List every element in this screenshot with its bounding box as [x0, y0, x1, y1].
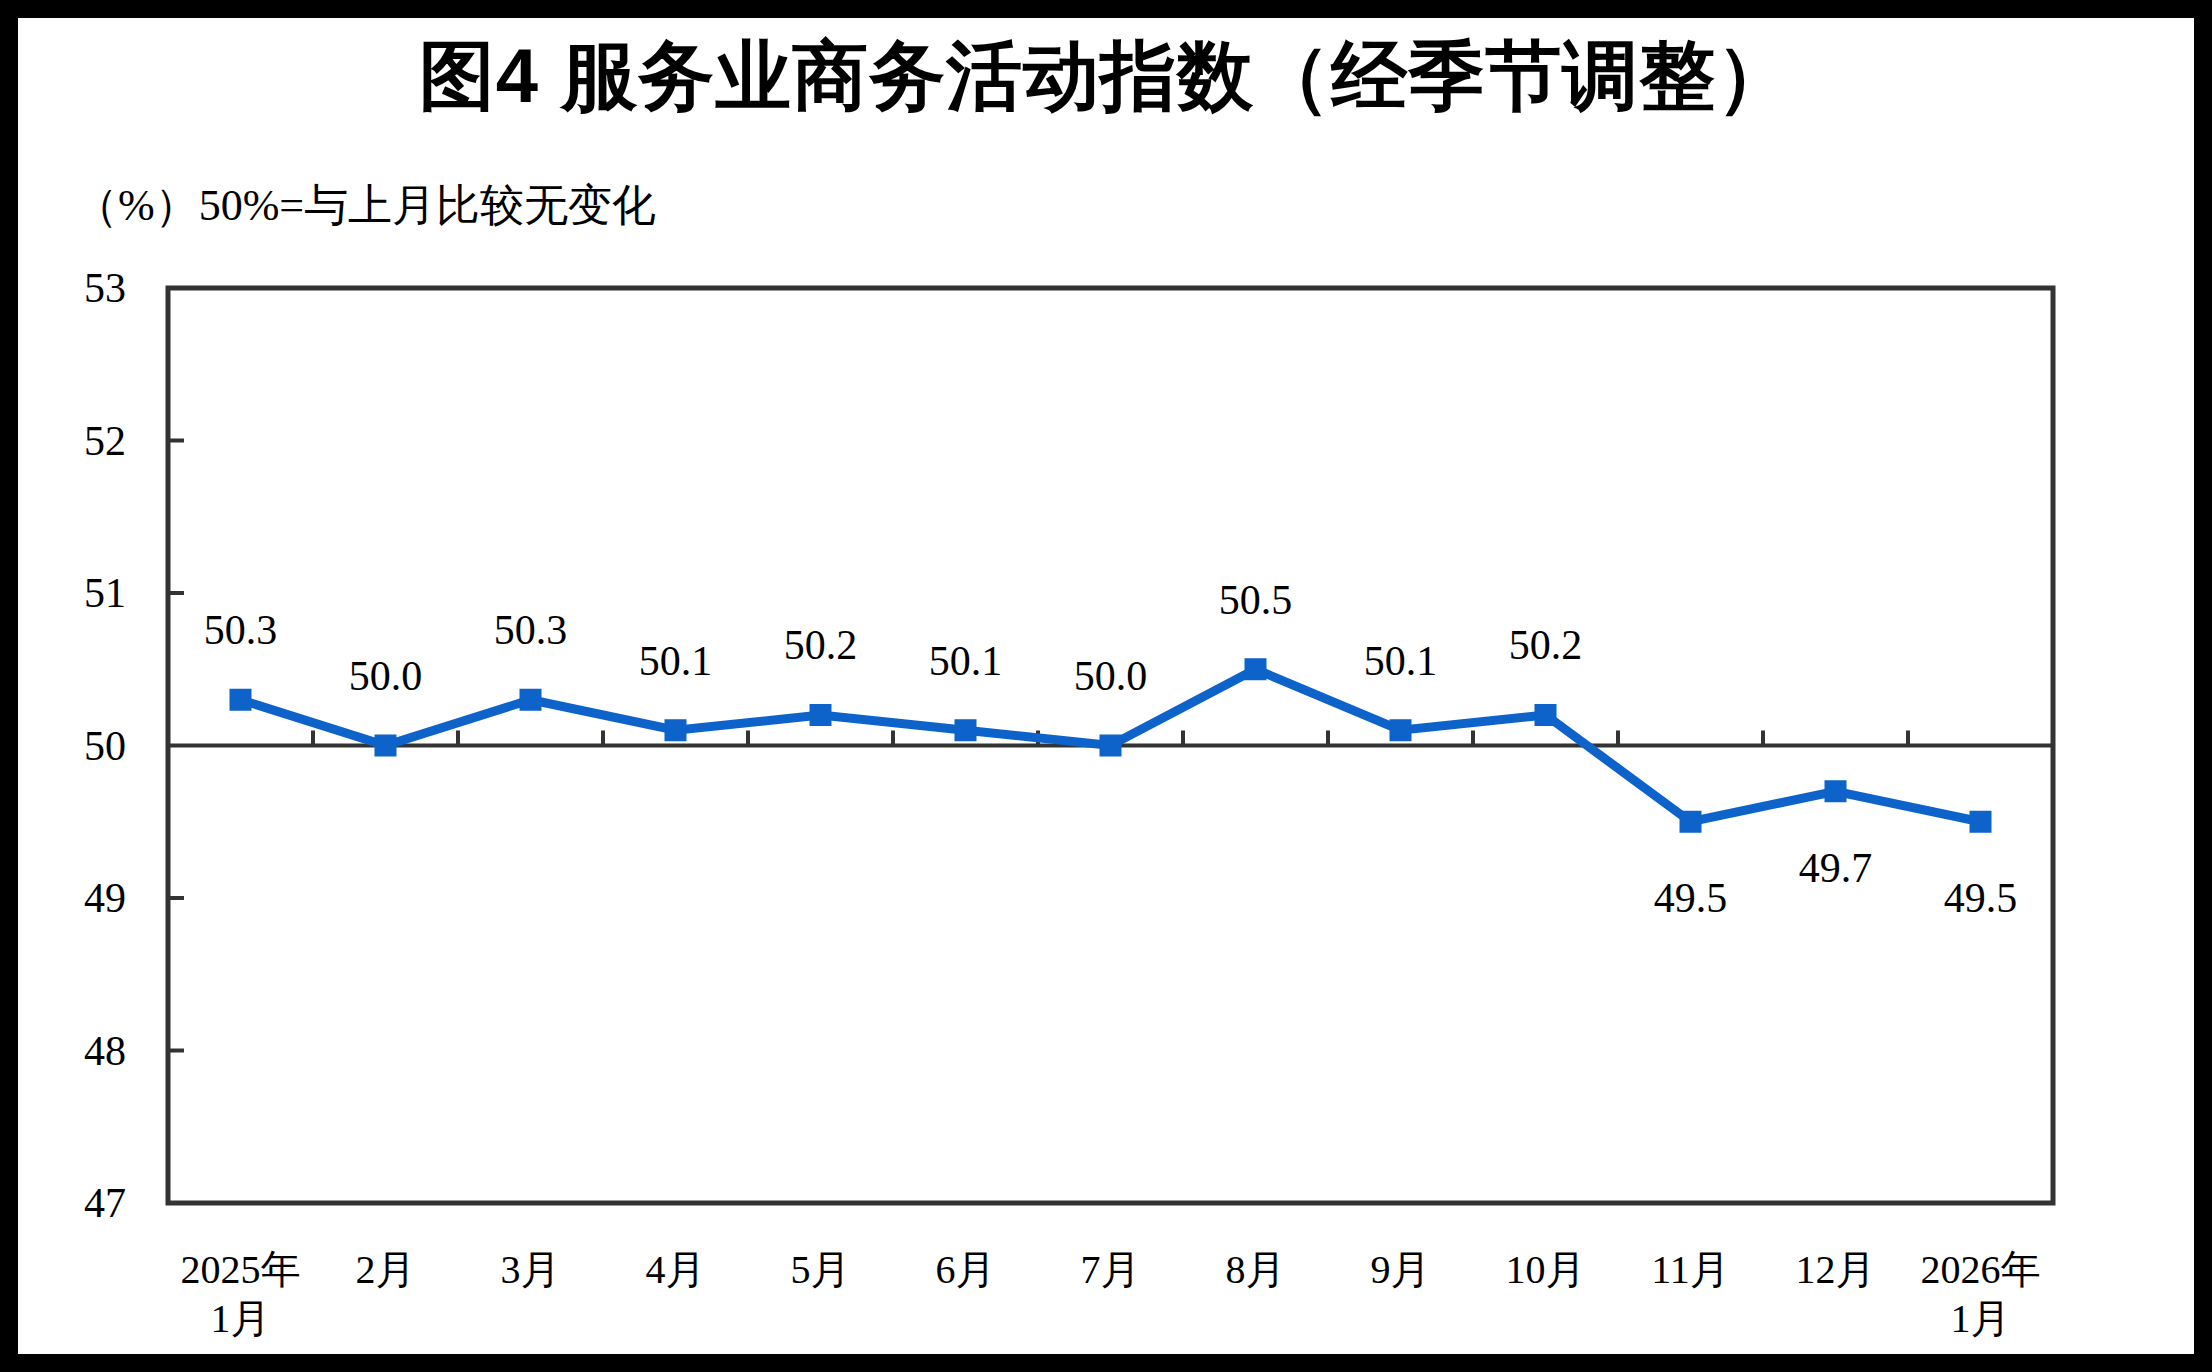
x-axis-label: 2025年	[181, 1247, 301, 1292]
data-point	[1680, 811, 1702, 833]
y-axis-label: 53	[84, 265, 126, 311]
y-axis-label: 48	[84, 1028, 126, 1074]
x-axis-label: 9月	[1371, 1247, 1431, 1292]
screenshot-frame: 图4 服务业商务活动指数（经季节调整） （%）50%=与上月比较无变化 4748…	[0, 0, 2212, 1372]
x-axis-label: 2月	[356, 1247, 416, 1292]
data-point	[1970, 811, 1992, 833]
data-point	[810, 704, 832, 726]
data-point	[1535, 704, 1557, 726]
y-axis-label: 50	[84, 723, 126, 769]
data-label: 49.5	[1654, 875, 1728, 921]
x-axis-label: 5月	[791, 1247, 851, 1292]
data-label: 50.1	[639, 638, 713, 684]
x-axis-label: 6月	[936, 1247, 996, 1292]
x-axis-label: 2026年	[1921, 1247, 2041, 1292]
data-label: 50.3	[204, 607, 278, 653]
x-axis-label: 12月	[1796, 1247, 1876, 1292]
x-axis-label: 10月	[1506, 1247, 1586, 1292]
data-label: 50.0	[1074, 653, 1148, 699]
data-point	[375, 735, 397, 757]
y-axis-label: 47	[84, 1180, 126, 1226]
chart-canvas: 图4 服务业商务活动指数（经季节调整） （%）50%=与上月比较无变化 4748…	[18, 18, 2194, 1354]
y-axis-label: 49	[84, 875, 126, 921]
data-point	[1245, 658, 1267, 680]
x-axis-label: 8月	[1226, 1247, 1286, 1292]
data-label: 50.3	[494, 607, 568, 653]
data-label: 50.0	[349, 653, 423, 699]
line-chart: 474849505152532025年1月2月3月4月5月6月7月8月9月10月…	[18, 18, 2194, 1354]
data-label: 50.2	[784, 622, 858, 668]
y-axis-label: 52	[84, 418, 126, 464]
data-label: 50.5	[1219, 577, 1293, 623]
x-axis-label: 4月	[646, 1247, 706, 1292]
data-label: 50.1	[1364, 638, 1438, 684]
data-label: 49.5	[1944, 875, 2018, 921]
data-point	[955, 719, 977, 741]
x-axis-label: 7月	[1081, 1247, 1141, 1292]
data-point	[1825, 780, 1847, 802]
x-axis-label: 1月	[211, 1296, 271, 1341]
data-point	[230, 689, 252, 711]
data-label: 50.2	[1509, 622, 1583, 668]
data-point	[665, 719, 687, 741]
x-axis-label: 11月	[1651, 1247, 1730, 1292]
data-point	[520, 689, 542, 711]
data-label: 50.1	[929, 638, 1003, 684]
x-axis-label: 1月	[1951, 1296, 2011, 1341]
x-axis-label: 3月	[501, 1247, 561, 1292]
data-point	[1390, 719, 1412, 741]
data-label: 49.7	[1799, 845, 1873, 891]
y-axis-label: 51	[84, 570, 126, 616]
data-point	[1100, 735, 1122, 757]
